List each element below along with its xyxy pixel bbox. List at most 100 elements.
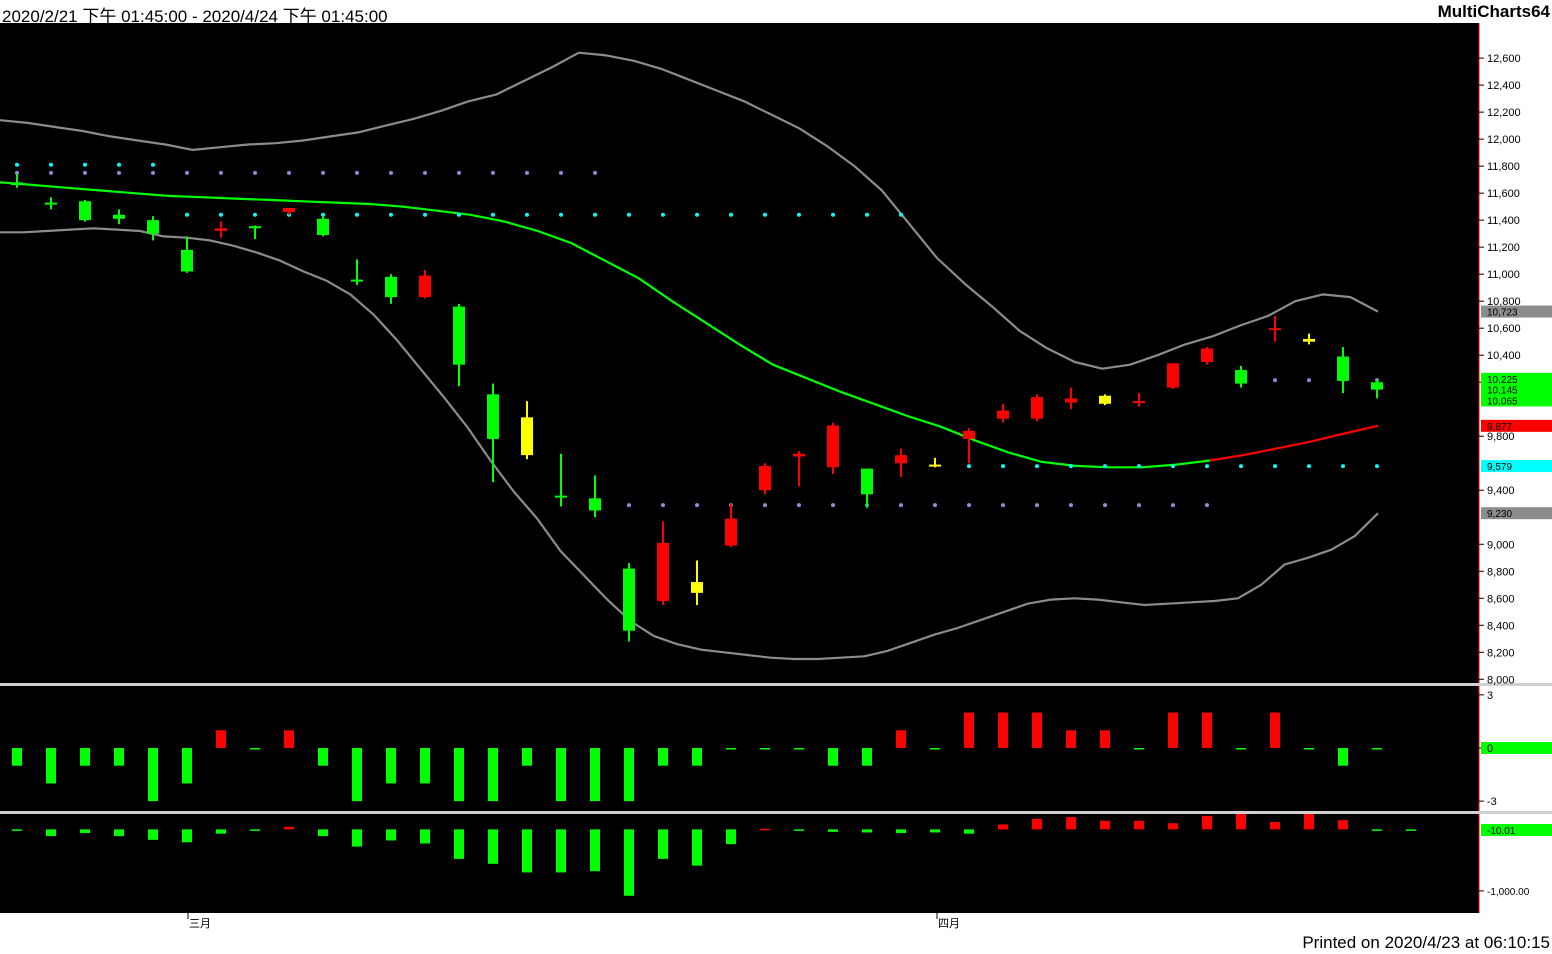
indicator-2-bar [998, 824, 1008, 830]
candle-body [1031, 397, 1043, 419]
indicator-1-bar [522, 748, 532, 766]
indicator-2-bar [794, 829, 804, 831]
indicator-2-bar [896, 829, 906, 834]
x-tick-label: 三月 [189, 918, 211, 930]
signal-dot [423, 170, 427, 175]
candle-body [79, 201, 91, 221]
signal-dot [1171, 503, 1175, 508]
printed-label: Printed on 2020/4/23 at 06:10:15 [1302, 933, 1550, 952]
indicator-1-bar [284, 730, 294, 748]
signal-dot [593, 212, 597, 217]
price-tag [1481, 460, 1552, 473]
indicator-2-bar [590, 829, 600, 872]
signal-dot [219, 212, 223, 217]
indicator-1-bar [454, 748, 464, 802]
indicator-1-bar [488, 748, 498, 802]
chart-canvas[interactable]: 12,600 12,400 12,200 12,000 11,800 11,600 11,4… [0, 23, 1552, 932]
indicator-1-bar [1168, 712, 1178, 748]
y-tick-label: 12,000 [1487, 134, 1521, 146]
indicator-2-bar [114, 829, 124, 837]
mid-line-red [1209, 424, 1379, 462]
candle-body [1099, 395, 1111, 404]
signal-dot [389, 170, 393, 175]
signal-dot [491, 212, 495, 217]
price-tag-label: 10,723 [1487, 308, 1518, 319]
lower-band-line [0, 227, 1379, 661]
indicator-1-bar [590, 748, 600, 802]
candle-body [589, 498, 601, 511]
indicator-1-tag-label: 0 [1487, 743, 1493, 755]
signal-dot [729, 212, 733, 217]
indicator-2-bar [1236, 814, 1246, 830]
indicator-2-bar [454, 829, 464, 859]
signal-dot [967, 503, 971, 508]
candle-body [1337, 356, 1349, 381]
candle-body [419, 275, 431, 298]
price-tag [1481, 507, 1552, 520]
y-tick-label: 8,200 [1487, 647, 1515, 659]
signal-dot [117, 170, 121, 175]
indicator-2-bar [1304, 814, 1314, 830]
y-tick-label: 10,800 [1487, 296, 1521, 308]
signal-dot [1341, 464, 1345, 469]
y-tick-label: 8,600 [1487, 593, 1515, 605]
indicator-1-bar [1236, 748, 1246, 750]
candle-body [1303, 338, 1315, 342]
candle-body [45, 202, 57, 205]
price-tag-label: 10,065 [1487, 396, 1518, 407]
mid-line-green [0, 181, 1211, 469]
indicator-2-tag-label: -10.01 [1487, 826, 1516, 837]
indicator-1-bar [148, 748, 158, 802]
y-tick-label: 10,400 [1487, 350, 1521, 362]
candle-body [385, 276, 397, 298]
signal-dot [1375, 464, 1379, 469]
signal-dot [627, 212, 631, 217]
signal-dot [1205, 464, 1209, 469]
indicator-2-bar [692, 829, 702, 866]
indicator-1-bar [420, 748, 430, 784]
footer-bar: Printed on 2020/4/23 at 06:10:15 [0, 932, 1552, 954]
candle-body [827, 425, 839, 468]
signal-dot [151, 162, 155, 167]
candle-body [997, 410, 1009, 419]
indicator-2-bar [1100, 820, 1110, 830]
indicator-2-bar [1372, 829, 1382, 831]
indicator-1-bar [1134, 748, 1144, 750]
signal-dot [185, 170, 189, 175]
signal-dot [321, 170, 325, 175]
signal-dot [1103, 464, 1107, 469]
y-tick-label: 8,000 [1487, 674, 1515, 686]
candle-body [895, 455, 907, 464]
price-tag [1481, 305, 1552, 318]
indicator-2-bar [1202, 815, 1212, 830]
candle-body [1235, 370, 1247, 384]
y-tick-label: 11,400 [1487, 215, 1520, 227]
candle-body [283, 208, 295, 213]
y-tick-label: 11,800 [1487, 161, 1520, 173]
candle-body [1133, 401, 1145, 404]
candle-body [521, 417, 533, 456]
signal-dot [83, 170, 87, 175]
candle-body [1065, 398, 1077, 403]
price-axis-panel [1479, 23, 1552, 932]
signal-dot [321, 212, 325, 217]
indicator-2-bar [182, 829, 192, 843]
indicator-1-bar [318, 748, 328, 766]
pane-separator [0, 683, 1552, 686]
y-tick-label: 12,200 [1487, 107, 1521, 119]
signal-dot [559, 170, 563, 175]
indicator-2-bar [522, 829, 532, 873]
indicator-2-bar [352, 829, 362, 847]
indicator-1-bar [1338, 748, 1348, 766]
signal-dot [219, 170, 223, 175]
indicator-1-bar [624, 748, 634, 802]
indicator-1-bar [1372, 748, 1382, 750]
indicator-2-bar [1338, 820, 1348, 830]
indicator-1-bar [556, 748, 566, 802]
indicator-1-bar [80, 748, 90, 766]
signal-dot [253, 212, 257, 217]
y-tick-label: -1,000.00 [1487, 887, 1530, 898]
signal-dot [355, 170, 359, 175]
price-tag [1481, 383, 1552, 396]
y-tick-label: 12,400 [1487, 80, 1521, 92]
